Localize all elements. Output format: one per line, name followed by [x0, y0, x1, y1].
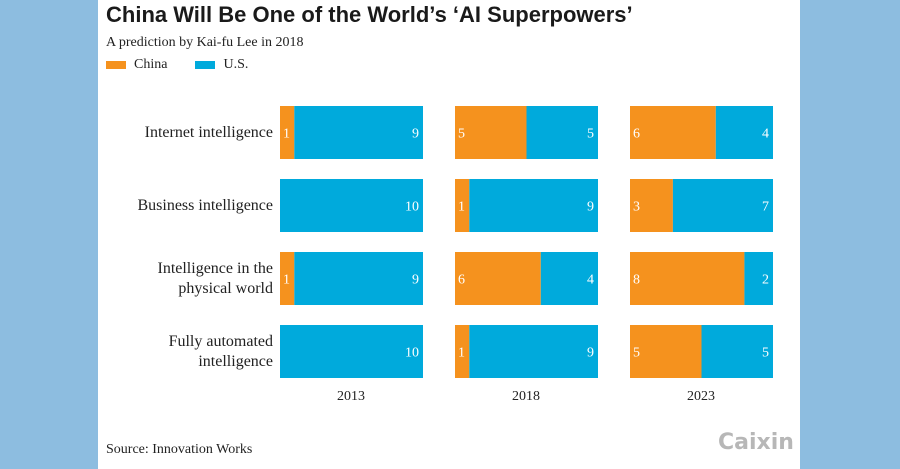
bar-us	[469, 325, 598, 378]
bar-china	[630, 106, 716, 159]
bar-label-us: 4	[762, 127, 769, 142]
legend-swatch-china	[106, 61, 126, 69]
row-label-line: Intelligence in the	[157, 259, 273, 277]
row-label: Internet intelligence	[98, 123, 273, 143]
bar-china	[455, 325, 470, 378]
bar-label-us: 10	[405, 346, 419, 361]
row-label-line: Business intelligence	[137, 196, 273, 214]
panel-label: 2013	[337, 389, 365, 404]
row-label-line: physical world	[178, 279, 273, 297]
panel-label: 2023	[687, 389, 715, 404]
legend-item-china: China	[106, 57, 167, 73]
bar-label-china: 1	[283, 273, 290, 288]
bar-label-china: 5	[633, 346, 640, 361]
bar-china	[455, 179, 470, 232]
bar-china	[630, 325, 702, 378]
bar-us	[715, 106, 773, 159]
bar-label-china: 1	[283, 127, 290, 142]
chart-title: China Will Be One of the World’s ‘AI Sup…	[106, 2, 633, 27]
row-label-line: Fully automated	[168, 332, 273, 350]
bar-label-us: 5	[762, 346, 769, 361]
bar-us	[540, 252, 598, 305]
bar-label-china: 3	[633, 200, 640, 215]
chart-card: China Will Be One of the World’s ‘AI Sup…	[98, 0, 800, 469]
bar-china	[280, 252, 295, 305]
row-label-line: Internet intelligence	[144, 123, 273, 141]
source-note: Source: Innovation Works	[106, 442, 253, 457]
bar-us	[744, 252, 773, 305]
legend-swatch-us	[195, 61, 216, 69]
bar-us	[280, 179, 423, 232]
row-label: Fully automated intelligence	[98, 332, 273, 372]
bar-label-us: 9	[412, 127, 419, 142]
bar-label-us: 10	[405, 200, 419, 215]
bar-label-us: 7	[762, 200, 769, 215]
legend-item-us: U.S.	[195, 57, 248, 73]
bar-label-us: 4	[587, 273, 594, 288]
row-label: Business intelligence	[98, 196, 273, 216]
bar-label-china: 6	[633, 127, 640, 142]
bar-label-us: 9	[587, 200, 594, 215]
bar-us	[469, 179, 598, 232]
bar-label-china: 8	[633, 273, 640, 288]
bar-us	[280, 325, 423, 378]
bar-us	[672, 179, 773, 232]
bar-us	[526, 106, 598, 159]
bar-china	[630, 252, 745, 305]
bar-label-us: 9	[412, 273, 419, 288]
bar-label-us: 2	[762, 273, 769, 288]
bar-us	[294, 252, 423, 305]
bar-china	[455, 252, 541, 305]
bar-label-china: 1	[458, 200, 465, 215]
bar-china	[455, 106, 527, 159]
bar-label-china: 6	[458, 273, 465, 288]
chart-subtitle: A prediction by Kai-fu Lee in 2018	[106, 35, 304, 50]
legend-label-us: U.S.	[223, 57, 249, 72]
bar-label-china: 5	[458, 127, 465, 142]
row-label: Intelligence in the physical world	[98, 259, 273, 299]
row-label-line: intelligence	[198, 352, 273, 370]
bar-us	[294, 106, 423, 159]
panel-label: 2018	[512, 389, 540, 404]
legend: China U.S.	[106, 57, 276, 73]
bar-label-china: 1	[458, 346, 465, 361]
bar-label-us: 9	[587, 346, 594, 361]
legend-label-china: China	[134, 57, 168, 72]
bar-label-us: 5	[587, 127, 594, 142]
caixin-logo: Caixin	[718, 430, 794, 455]
bar-china	[630, 179, 673, 232]
bar-us	[701, 325, 773, 378]
bar-china	[280, 106, 295, 159]
